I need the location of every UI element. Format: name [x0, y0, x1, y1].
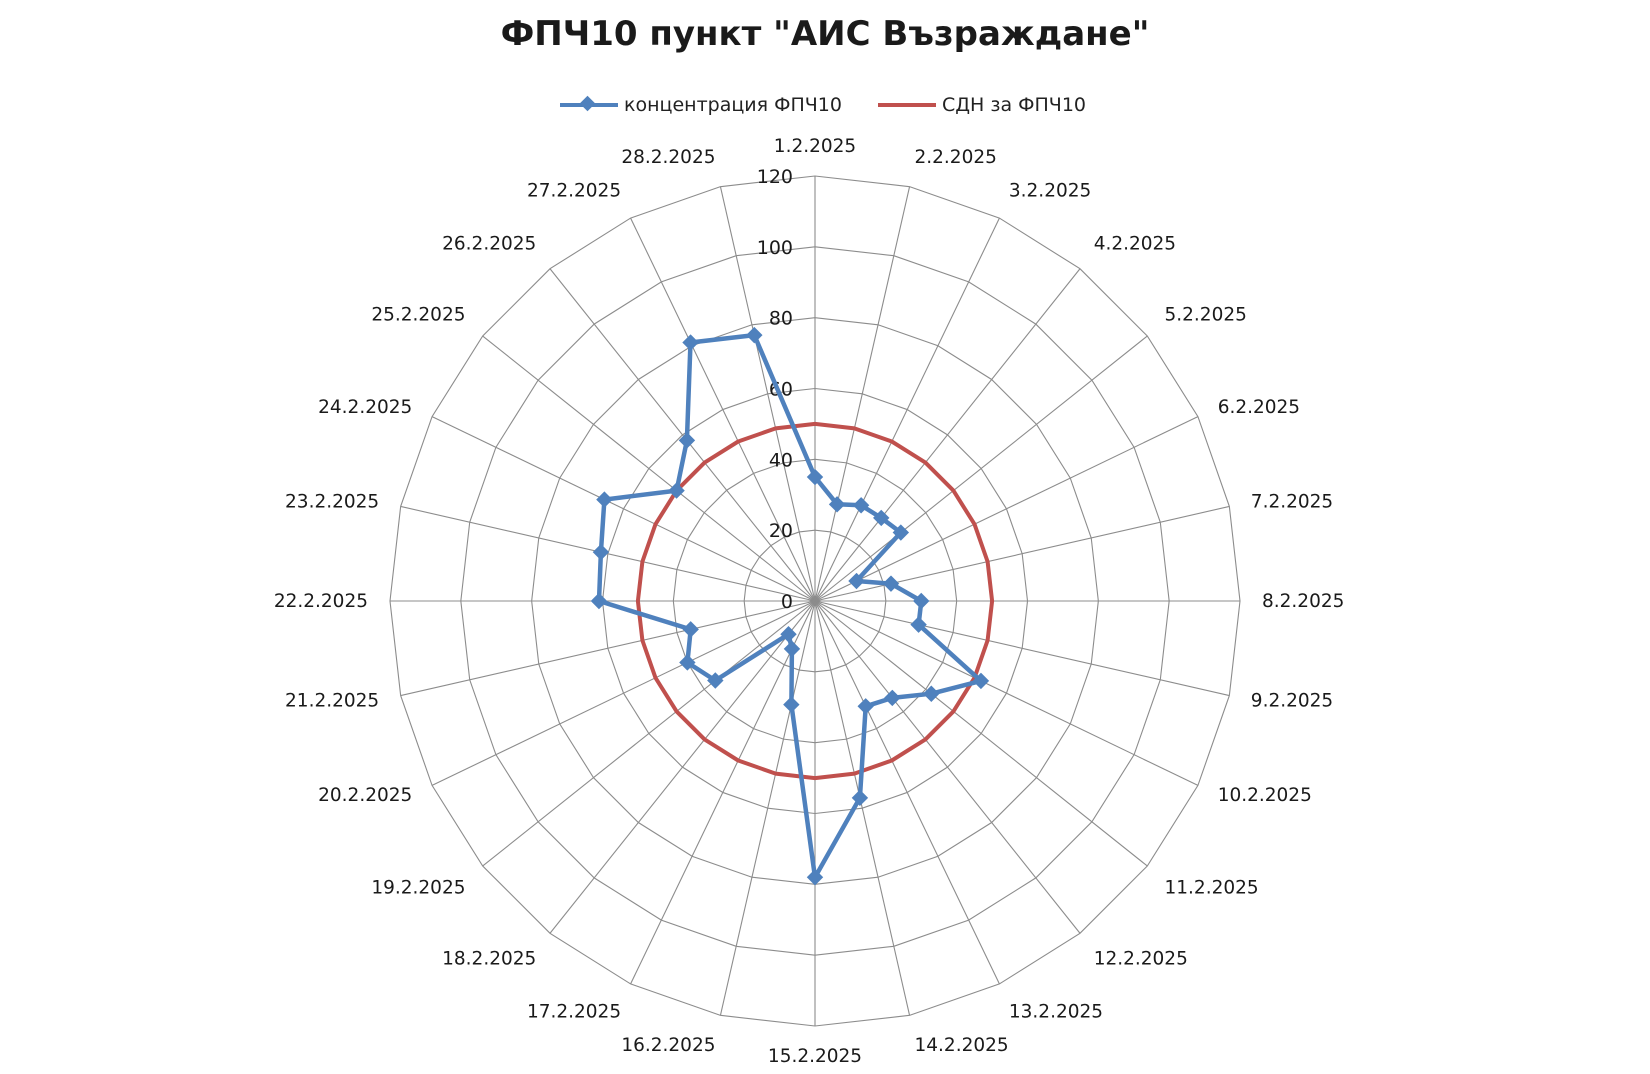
category-label: 24.2.2025 — [318, 397, 412, 418]
grid-spoke — [814, 600, 1230, 697]
data-point-diamond — [590, 592, 608, 610]
data-point-diamond — [892, 524, 910, 541]
grid-spoke — [814, 600, 1000, 985]
grid-spoke — [630, 217, 816, 602]
radial-tick-label: 40 — [769, 449, 793, 471]
radial-tick-label: 0 — [781, 591, 793, 613]
category-label: 10.2.2025 — [1218, 785, 1312, 806]
legend-label-limit: СДН за ФПЧ10 — [941, 94, 1087, 116]
legend-line-limit — [877, 103, 936, 107]
data-point-diamond — [707, 672, 724, 689]
grid-spoke — [814, 600, 1081, 934]
data-point-diamond — [828, 496, 846, 513]
data-point-diamond — [596, 491, 613, 508]
category-label: 26.2.2025 — [442, 234, 536, 255]
category-label: 9.2.2025 — [1251, 691, 1333, 712]
data-point-diamond — [806, 869, 824, 886]
category-label: 12.2.2025 — [1094, 949, 1188, 970]
data-point-diamond — [884, 689, 901, 707]
category-label: 14.2.2025 — [915, 1035, 1009, 1056]
radial-tick-label: 120 — [757, 166, 793, 188]
data-point-diamond — [780, 626, 797, 643]
grid-spoke — [719, 186, 816, 602]
data-point-diamond — [857, 698, 874, 715]
grid-spoke — [630, 600, 816, 985]
category-label: 7.2.2025 — [1251, 492, 1333, 513]
legend-swatch-concentration — [560, 95, 618, 115]
grid-spoke — [400, 600, 816, 697]
radial-tick-label: 80 — [769, 308, 793, 330]
data-point-diamond — [668, 482, 685, 499]
data-point-diamond — [882, 575, 900, 592]
category-label: 22.2.2025 — [274, 591, 368, 612]
data-point-diamond — [783, 696, 800, 713]
data-point-diamond — [972, 672, 990, 690]
legend-label-concentration: концентрация ФПЧ10 — [624, 94, 842, 116]
legend-item-concentration: концентрация ФПЧ10 — [560, 94, 842, 116]
category-label: 1.2.2025 — [774, 136, 856, 157]
category-label: 3.2.2025 — [1009, 180, 1091, 201]
data-point-diamond — [682, 334, 699, 351]
grid-spoke — [814, 186, 911, 602]
grid-spoke — [814, 416, 1199, 602]
grid-spoke — [400, 505, 816, 602]
category-label: 8.2.2025 — [1262, 591, 1344, 612]
radial-tick-label: 20 — [769, 520, 793, 542]
grid-spoke — [814, 600, 911, 1016]
data-point-diamond — [783, 640, 801, 658]
data-point-diamond — [848, 572, 865, 590]
category-label: 19.2.2025 — [371, 878, 465, 899]
data-point-diamond — [679, 654, 696, 671]
category-label: 17.2.2025 — [527, 1002, 621, 1023]
grid-spoke — [482, 600, 816, 867]
data-point-diamond — [913, 592, 930, 610]
data-point-diamond — [910, 616, 927, 633]
category-label: 6.2.2025 — [1218, 397, 1300, 418]
data-point-diamond — [746, 326, 763, 344]
category-label: 16.2.2025 — [621, 1035, 715, 1056]
grid-spoke — [814, 268, 1081, 602]
grid-spoke — [814, 600, 1148, 867]
grid-spoke — [814, 600, 1199, 786]
radial-tick-label: 100 — [757, 237, 793, 259]
category-label: 11.2.2025 — [1165, 878, 1259, 899]
category-label: 5.2.2025 — [1165, 304, 1247, 325]
grid-spoke — [482, 335, 816, 602]
category-label: 28.2.2025 — [621, 147, 715, 168]
category-label: 18.2.2025 — [442, 949, 536, 970]
grid-spoke — [814, 217, 1000, 602]
data-point-diamond — [923, 685, 940, 702]
category-label: 21.2.2025 — [285, 691, 379, 712]
grid-spoke — [431, 600, 816, 786]
data-point-diamond — [592, 543, 610, 561]
category-label: 20.2.2025 — [318, 785, 412, 806]
category-label: 25.2.2025 — [371, 304, 465, 325]
legend-swatch-limit — [877, 95, 936, 115]
grid-spoke — [814, 335, 1148, 602]
chart-title: ФПЧ10 пункт "АИС Възраждане" — [500, 14, 1150, 54]
data-point-diamond — [806, 468, 824, 486]
data-point-diamond — [682, 621, 699, 638]
series-line-limit — [635, 421, 995, 781]
grid-spoke — [549, 268, 816, 602]
data-point-diamond — [852, 497, 870, 514]
category-label: 15.2.2025 — [768, 1046, 862, 1067]
data-point-diamond — [851, 789, 869, 807]
category-label: 27.2.2025 — [527, 180, 621, 201]
grid-spoke — [719, 600, 816, 1016]
category-label: 4.2.2025 — [1094, 234, 1176, 255]
legend: концентрация ФПЧ10 СДН за ФПЧ10 — [560, 92, 1122, 118]
data-point-diamond — [678, 432, 696, 449]
category-label: 13.2.2025 — [1009, 1002, 1103, 1023]
data-point-diamond — [873, 509, 890, 527]
grid-spoke — [431, 416, 816, 602]
category-label: 2.2.2025 — [915, 147, 997, 168]
grid-spoke — [549, 600, 816, 934]
legend-item-limit: СДН за ФПЧ10 — [877, 94, 1087, 116]
category-label: 23.2.2025 — [285, 492, 379, 513]
